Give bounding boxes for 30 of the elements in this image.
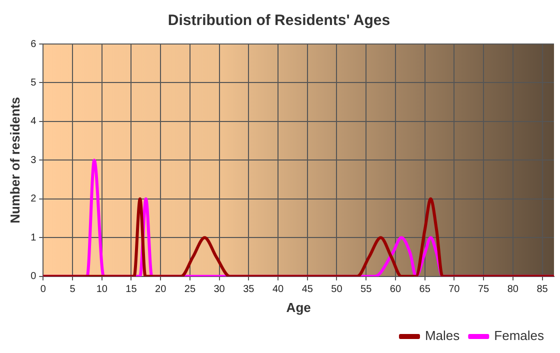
y-tick-label: 6: [30, 38, 37, 50]
x-tick-label: 5: [70, 284, 76, 296]
chart-title: Distribution of Residents' Ages: [168, 12, 390, 30]
y-tick-label: 1: [30, 232, 37, 244]
x-tick-label: 20: [155, 284, 167, 296]
x-axis-title: Age: [286, 300, 311, 315]
x-tick-label: 0: [40, 284, 46, 296]
legend-label: Males: [424, 328, 460, 344]
x-tick-label: 35: [243, 284, 255, 296]
x-tick-label: 70: [448, 284, 460, 296]
x-tick-label: 65: [419, 284, 431, 296]
x-tick-label: 80: [507, 284, 519, 296]
legend-label: Females: [494, 328, 544, 344]
x-tick-label: 40: [272, 284, 284, 296]
x-tick-label: 60: [390, 284, 402, 296]
x-tick-label: 55: [360, 284, 372, 296]
x-tick-label: 25: [184, 284, 196, 296]
y-tick-label: 5: [30, 77, 37, 88]
x-tick-label: 10: [96, 284, 108, 296]
x-tick-label: 75: [478, 284, 490, 296]
y-tick-label: 4: [30, 116, 37, 128]
y-axis-title: Number of residents: [7, 96, 22, 224]
y-tick-label: 0: [30, 271, 37, 282]
x-tick-label: 50: [331, 284, 343, 296]
x-tick-label: 85: [536, 284, 548, 296]
y-tick-label: 2: [30, 194, 37, 205]
x-tick-label: 15: [126, 284, 138, 296]
x-tick-label: 30: [214, 284, 226, 296]
x-tick-label: 45: [302, 284, 314, 296]
y-tick-label: 3: [30, 154, 37, 166]
